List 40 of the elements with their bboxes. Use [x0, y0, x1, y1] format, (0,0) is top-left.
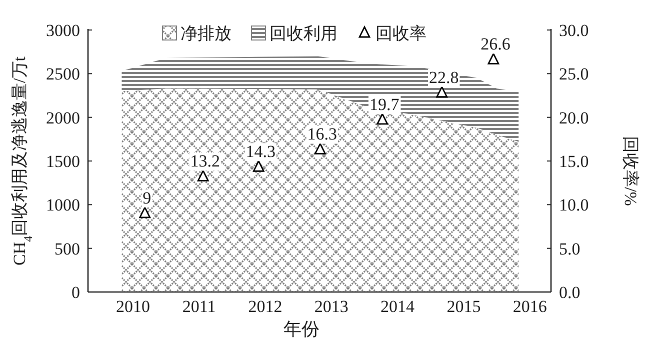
x-tick-label: 2011 [182, 297, 216, 316]
data-label: 26.6 [480, 34, 510, 54]
x-tick-label: 2012 [248, 297, 282, 316]
x-tick-label: 2010 [116, 297, 150, 316]
x-tick-label: 2013 [314, 297, 348, 316]
y2-tick-label: 0.0 [559, 283, 580, 302]
data-label: 16.3 [307, 124, 338, 144]
data-label: 19.7 [369, 94, 400, 114]
y2-tick-label: 20.0 [559, 108, 589, 128]
point [314, 142, 326, 154]
legend-label: 回收利用 [270, 24, 338, 43]
legend-label: 回收率 [376, 24, 426, 43]
data-label: 22.8 [428, 68, 459, 87]
y-tick-label: 2000 [46, 108, 80, 128]
data-label: 9 [142, 188, 152, 208]
x-axis-title: 年份 [284, 319, 320, 339]
y2-axis-title: 回收率/% [621, 136, 640, 206]
y-tick-label: 1500 [46, 152, 80, 171]
y2-tick-label: 5.0 [559, 239, 580, 258]
point [252, 160, 264, 172]
y-tick-label: 500 [54, 239, 80, 258]
y-tick-label: 1000 [46, 196, 80, 215]
y2-tick-label: 25.0 [559, 64, 589, 84]
y-tick-label: 3000 [46, 21, 80, 40]
y2-tick-label: 10.0 [559, 196, 589, 215]
point [197, 170, 209, 182]
x-tick-label: 2014 [380, 297, 416, 316]
legend-label: 净排放 [180, 24, 232, 43]
y2-tick-label: 15.0 [559, 152, 589, 171]
data-label: 13.2 [190, 152, 220, 171]
y-tick-label: 2500 [46, 64, 80, 84]
data-label: 14.3 [246, 142, 276, 162]
y2-tick-label: 30.0 [559, 21, 589, 40]
x-tick-label: 2016 [512, 297, 547, 316]
point [436, 86, 448, 98]
y-tick-label: 0 [72, 283, 80, 302]
point [488, 52, 500, 64]
point [376, 113, 388, 125]
point [139, 206, 151, 218]
x-tick-label: 2015 [446, 297, 481, 316]
